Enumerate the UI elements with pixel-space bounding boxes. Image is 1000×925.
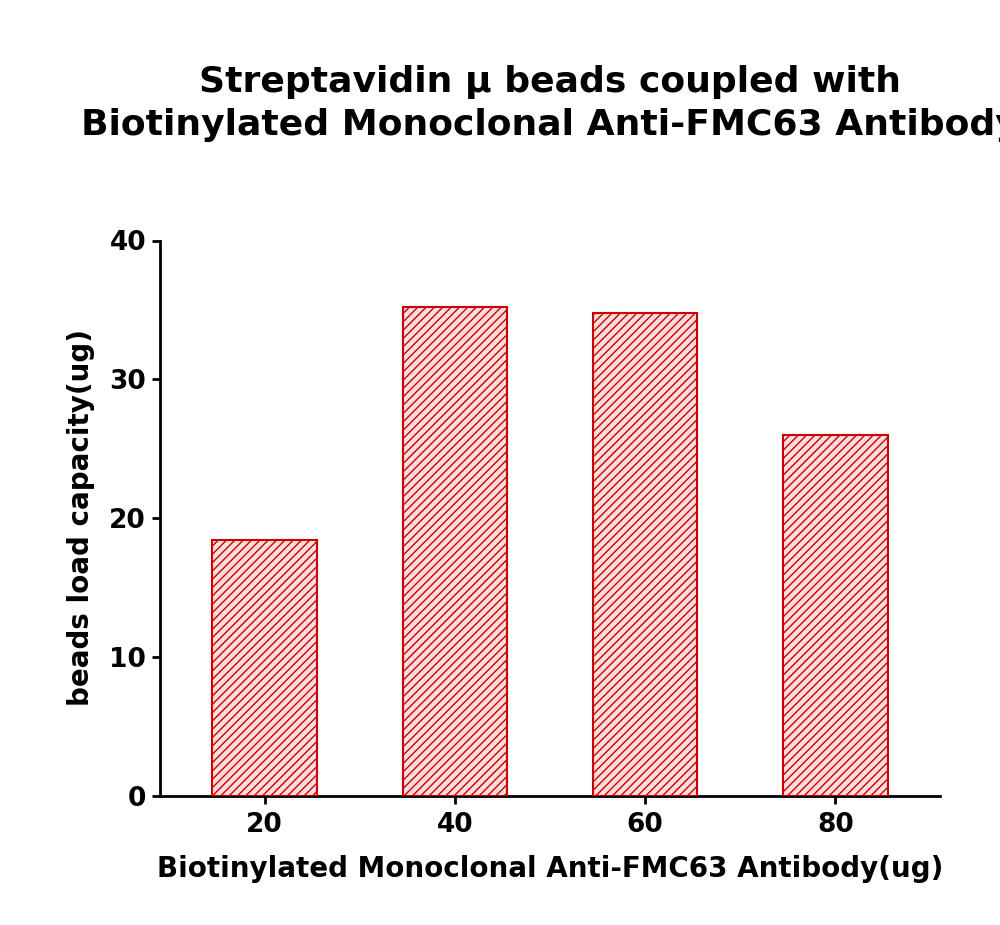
Y-axis label: beads load capacity(ug): beads load capacity(ug) <box>67 329 95 707</box>
Bar <box>593 313 697 796</box>
Bar <box>783 435 888 796</box>
Bar <box>212 540 317 796</box>
Text: Streptavidin μ beads coupled with
Biotinylated Monoclonal Anti-FMC63 Antibody: Streptavidin μ beads coupled with Biotin… <box>81 65 1000 142</box>
Bar <box>403 307 507 796</box>
X-axis label: Biotinylated Monoclonal Anti-FMC63 Antibody(ug): Biotinylated Monoclonal Anti-FMC63 Antib… <box>157 855 943 882</box>
